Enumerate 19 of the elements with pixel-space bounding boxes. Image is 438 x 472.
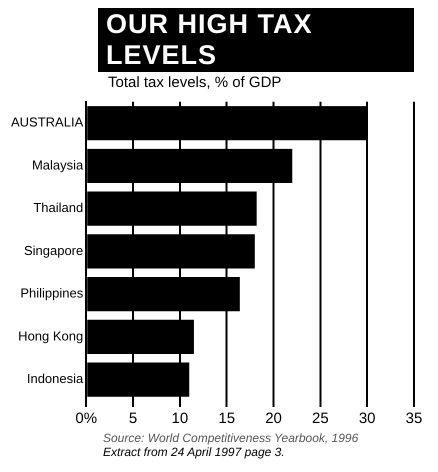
x-tick-label: 5 (128, 410, 138, 428)
text: Extract from 24 April 1997 page 3. (103, 445, 286, 459)
y-tick-label: Philippines (20, 286, 84, 301)
y-tick-label: AUSTRALIA (10, 114, 84, 130)
chart-subtitle: Total tax levels, % of GDP (108, 74, 282, 91)
source-note: Source: World Competitiveness Yearbook, 1996 (103, 431, 360, 445)
y-tick-label: Thailand (33, 200, 84, 216)
y-tick-label: Singapore (24, 242, 84, 258)
x-tick-label: 30 (358, 410, 376, 428)
x-tick-label: 0% (75, 410, 98, 428)
x-tick-label: 35 (406, 410, 422, 428)
y-tick-label: Hong Kong (18, 328, 84, 344)
x-tick-label: 20 (265, 410, 282, 428)
x-tick-label: 25 (312, 410, 329, 428)
y-tick-label: Malaysia (32, 157, 84, 172)
chart-title: OUR HIGH TAX LEVELS (98, 8, 414, 72)
x-tick-label: 10 (172, 410, 188, 428)
x-tick-label: 15 (218, 410, 236, 428)
y-tick-label: Indonesia (26, 371, 84, 386)
